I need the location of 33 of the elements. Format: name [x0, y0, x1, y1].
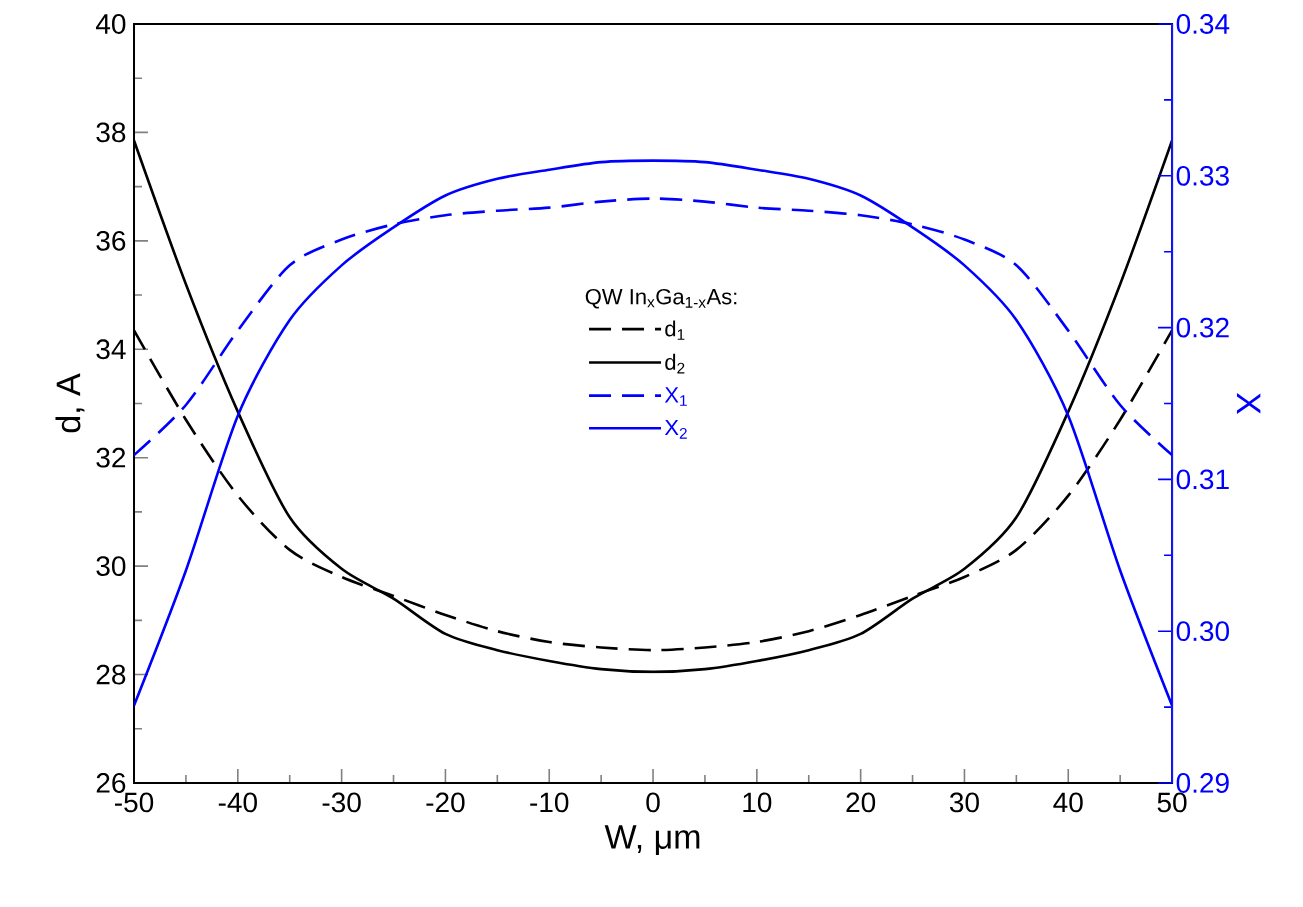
x-tick-label: 40 [1053, 792, 1083, 813]
x-tick-label: 0 [646, 792, 660, 813]
legend-label: d$_{1}$ [665, 320, 685, 340]
x-axis-title: W, μm [604, 825, 700, 856]
y-axis-title: d, A [55, 373, 85, 433]
y2-tick-label: 0.34 [1176, 14, 1230, 34]
legend-label: X$_{1}$ [664, 387, 687, 406]
y-tick-label: 28 [96, 664, 126, 685]
x-tick-label: 10 [743, 792, 772, 813]
x-tick-label: 30 [949, 792, 979, 813]
x-tick-label: -30 [322, 792, 361, 813]
x-tick-label: 50 [1157, 792, 1187, 813]
x-tick-label: -50 [115, 792, 154, 813]
y2-tick-label: 0.29 [1176, 773, 1229, 793]
legend-label: d$_{2}$ [665, 353, 685, 374]
y2-tick-label: 0.30 [1176, 621, 1229, 642]
y2-tick-label: 0.31 [1176, 469, 1229, 490]
y-tick-label: 40 [95, 14, 126, 34]
x-tick-label: 20 [846, 792, 876, 813]
y-tick-label: 26 [96, 773, 126, 793]
x-tick-label: -10 [530, 792, 569, 813]
x-tick-label: -20 [426, 792, 465, 813]
x-tick-label: -40 [218, 792, 257, 813]
y2-tick-label: 0.32 [1176, 317, 1229, 338]
y2-tick-label: 0.33 [1176, 165, 1229, 186]
y-tick-label: 30 [96, 556, 126, 577]
legend-label: X$_{2}$ [664, 419, 687, 439]
y-tick-label: 32 [96, 447, 126, 468]
y2-axis-title: X [1236, 392, 1261, 415]
legend-title: QW In$_{x}$Ga$_{1-x}$As: [585, 288, 737, 309]
y-tick-label: 34 [96, 339, 126, 360]
y-tick-label: 38 [96, 122, 126, 143]
y-tick-label: 36 [96, 230, 126, 251]
